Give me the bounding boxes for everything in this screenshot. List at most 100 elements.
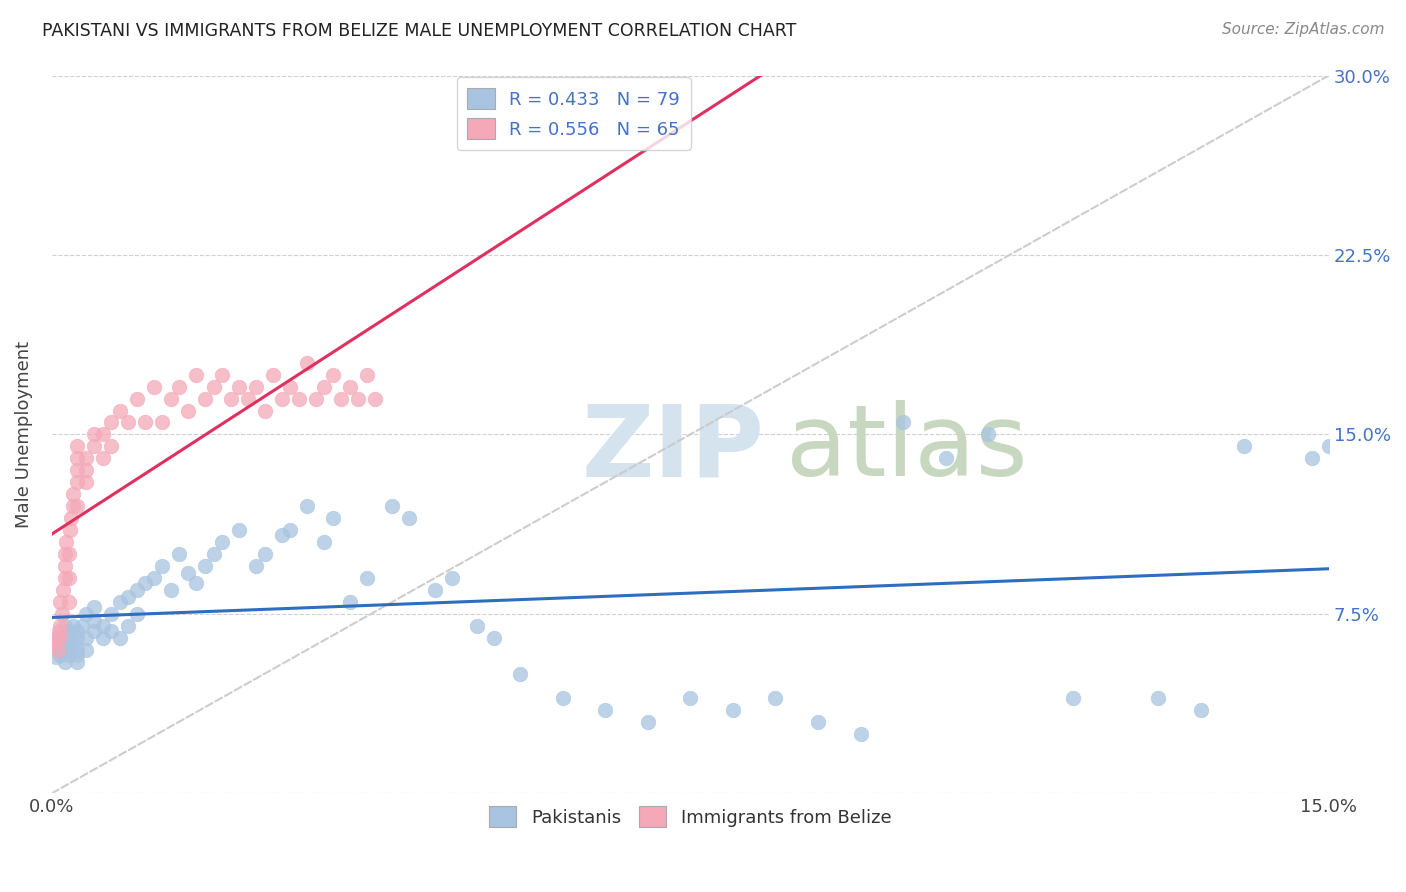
- Point: [177, 566, 200, 581]
- Point: [83, 439, 105, 453]
- Point: [287, 392, 309, 406]
- Point: [509, 666, 531, 681]
- Point: [108, 595, 131, 609]
- Point: [83, 427, 105, 442]
- Point: [1301, 451, 1323, 466]
- Point: [75, 475, 97, 490]
- Point: [270, 528, 292, 542]
- Point: [52, 582, 75, 597]
- Point: [49, 631, 72, 645]
- Point: [45, 650, 67, 665]
- Point: [49, 642, 72, 657]
- Point: [228, 523, 250, 537]
- Point: [49, 631, 72, 645]
- Point: [763, 690, 786, 705]
- Point: [339, 379, 361, 393]
- Point: [51, 607, 73, 621]
- Point: [48, 624, 70, 638]
- Point: [58, 648, 80, 662]
- Point: [1233, 439, 1256, 453]
- Point: [211, 368, 233, 382]
- Point: [245, 559, 267, 574]
- Point: [66, 624, 89, 638]
- Text: ZIP: ZIP: [582, 401, 765, 498]
- Point: [45, 631, 67, 645]
- Point: [194, 392, 217, 406]
- Point: [211, 535, 233, 549]
- Point: [245, 379, 267, 393]
- Point: [593, 703, 616, 717]
- Point: [219, 392, 242, 406]
- Point: [55, 535, 77, 549]
- Point: [75, 631, 97, 645]
- Point: [314, 535, 336, 549]
- Point: [49, 595, 72, 609]
- Point: [70, 619, 93, 633]
- Point: [169, 547, 191, 561]
- Point: [484, 631, 506, 645]
- Point: [186, 575, 208, 590]
- Text: PAKISTANI VS IMMIGRANTS FROM BELIZE MALE UNEMPLOYMENT CORRELATION CHART: PAKISTANI VS IMMIGRANTS FROM BELIZE MALE…: [42, 22, 797, 40]
- Point: [100, 607, 122, 621]
- Point: [46, 642, 69, 657]
- Point: [160, 392, 183, 406]
- Point: [44, 635, 66, 649]
- Point: [117, 619, 139, 633]
- Point: [83, 624, 105, 638]
- Point: [66, 439, 89, 453]
- Point: [66, 500, 89, 514]
- Point: [721, 703, 744, 717]
- Point: [679, 690, 702, 705]
- Point: [100, 416, 122, 430]
- Point: [58, 631, 80, 645]
- Text: Source: ZipAtlas.com: Source: ZipAtlas.com: [1222, 22, 1385, 37]
- Point: [330, 392, 353, 406]
- Point: [125, 582, 148, 597]
- Point: [49, 648, 72, 662]
- Point: [58, 642, 80, 657]
- Point: [142, 571, 165, 585]
- Point: [398, 511, 420, 525]
- Point: [62, 619, 84, 633]
- Point: [1189, 703, 1212, 717]
- Point: [637, 714, 659, 729]
- Point: [160, 582, 183, 597]
- Point: [236, 392, 259, 406]
- Point: [891, 416, 914, 430]
- Point: [152, 416, 174, 430]
- Point: [66, 655, 89, 669]
- Point: [177, 403, 200, 417]
- Point: [108, 403, 131, 417]
- Point: [1317, 439, 1340, 453]
- Point: [91, 451, 114, 466]
- Point: [228, 379, 250, 393]
- Point: [467, 619, 489, 633]
- Point: [305, 392, 328, 406]
- Point: [1062, 690, 1084, 705]
- Point: [75, 463, 97, 477]
- Legend: Pakistanis, Immigrants from Belize: Pakistanis, Immigrants from Belize: [482, 799, 898, 835]
- Point: [295, 356, 318, 370]
- Point: [66, 648, 89, 662]
- Point: [75, 607, 97, 621]
- Point: [58, 547, 80, 561]
- Point: [62, 487, 84, 501]
- Point: [108, 631, 131, 645]
- Point: [202, 379, 225, 393]
- Point: [356, 368, 378, 382]
- Point: [262, 368, 284, 382]
- Point: [62, 635, 84, 649]
- Point: [134, 416, 156, 430]
- Point: [66, 451, 89, 466]
- Point: [381, 500, 404, 514]
- Point: [53, 571, 76, 585]
- Point: [117, 416, 139, 430]
- Point: [1147, 690, 1170, 705]
- Point: [75, 451, 97, 466]
- Point: [339, 595, 361, 609]
- Point: [194, 559, 217, 574]
- Point: [134, 575, 156, 590]
- Point: [83, 599, 105, 614]
- Point: [83, 614, 105, 628]
- Y-axis label: Male Unemployment: Male Unemployment: [15, 341, 32, 528]
